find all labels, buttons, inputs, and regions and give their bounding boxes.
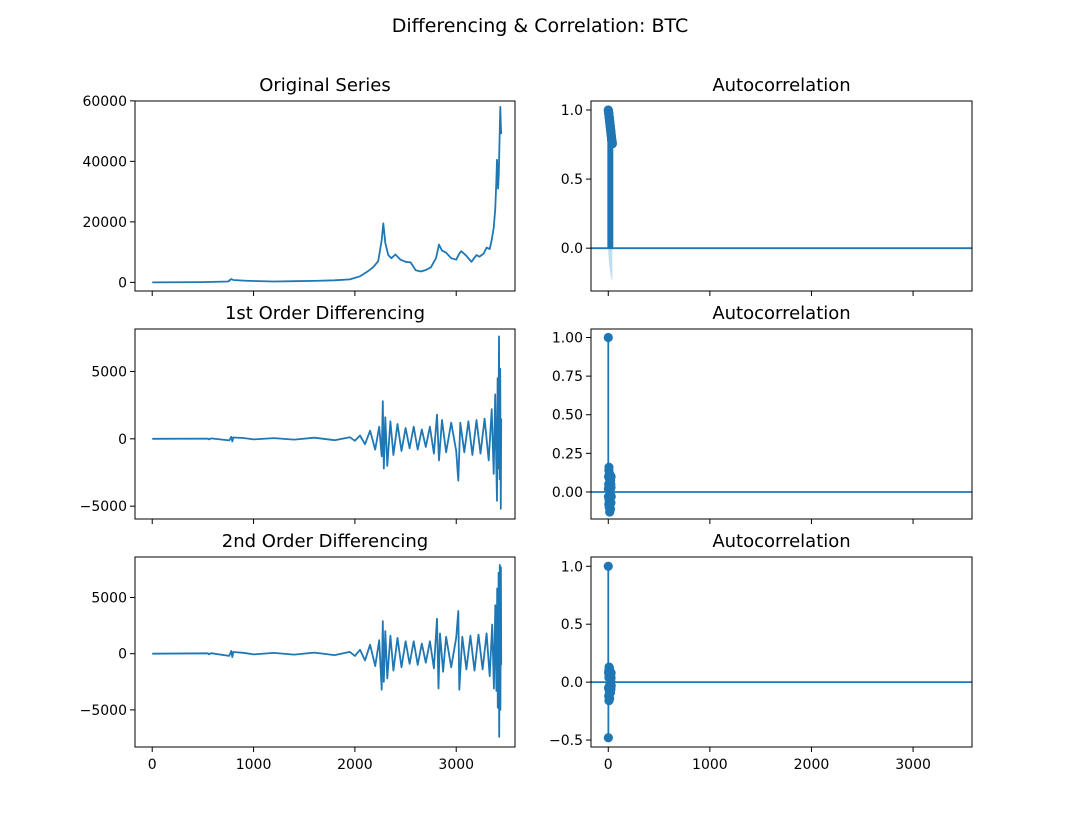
- subplot-title: Original Series: [259, 75, 391, 96]
- y-tick-label: 0.25: [552, 446, 583, 462]
- subplot-grid: Original Series0200004000060000Autocorre…: [80, 75, 973, 773]
- axes-frame: [134, 556, 516, 748]
- subplot-diff2: 2nd Order Differencing −5000 0 5000 0 1000 200…: [80, 531, 516, 773]
- y-tick-label: 0.5: [561, 617, 583, 633]
- y-tick-label: 1.0: [561, 103, 583, 119]
- x-tick-label: 3000: [895, 757, 931, 773]
- x-tick-label: 0: [604, 757, 613, 773]
- axes-frame: [134, 328, 516, 520]
- y-tick-label: −0.5: [549, 733, 583, 749]
- axes-frame: [590, 328, 973, 520]
- subplot-title: 2nd Order Differencing: [222, 531, 428, 552]
- acf-point: [607, 139, 617, 149]
- y-tick-label: 1.00: [552, 330, 583, 346]
- acf-point: [606, 492, 616, 502]
- y-tick-label: 60000: [82, 94, 127, 110]
- x-tick-label: 2000: [794, 757, 830, 773]
- plot-area: [152, 564, 503, 738]
- y-tick-label: 5000: [91, 590, 127, 606]
- subplot-orig: Original Series 0 20000 40000 60000: [82, 75, 516, 296]
- series-line: [152, 106, 503, 284]
- acf-point: [606, 482, 616, 492]
- subplot-diff1: 1st Order Differencing −5000 0 5000: [80, 303, 516, 524]
- acf-point: [606, 668, 616, 678]
- subplot-title: Autocorrelation: [712, 531, 850, 552]
- series-line: [152, 335, 503, 510]
- y-tick-label: 20000: [82, 215, 127, 231]
- y-tick-label: 1.0: [561, 559, 583, 575]
- x-tick-label: 3000: [438, 757, 474, 773]
- axes-frame: [590, 100, 973, 292]
- acf-point: [603, 332, 613, 343]
- series-line: [152, 564, 503, 738]
- y-tick-label: 0: [118, 432, 127, 448]
- y-tick-label: 0.0: [561, 675, 583, 691]
- plot-area: [591, 561, 972, 743]
- axes-frame: [134, 100, 516, 292]
- y-tick-label: 0.75: [552, 369, 583, 385]
- plot-area: [152, 335, 503, 510]
- x-tick-label: 1000: [236, 757, 272, 773]
- y-tick-label: 40000: [82, 154, 127, 170]
- subplot-acf_orig: Autocorrelation 0.0 0.5 1.0: [561, 75, 973, 296]
- y-tick-label: 0.5: [561, 172, 583, 188]
- y-tick-label: 0: [118, 647, 127, 663]
- figure-suptitle: Differencing & Correlation: BTC: [392, 15, 689, 37]
- x-tick-label: 2000: [337, 757, 373, 773]
- y-tick-label: 0: [118, 275, 127, 291]
- acf-point: [606, 471, 616, 482]
- acf-point: [603, 561, 613, 571]
- subplot-acf_diff2: Autocorrelation −0.5 0.0 0.5 1.0 0 1000 2000 300…: [549, 531, 973, 773]
- acf-point: [606, 680, 616, 691]
- subplot-title: Autocorrelation: [712, 75, 850, 96]
- subplot-title: Autocorrelation: [712, 303, 850, 324]
- y-tick-label: 0.0: [561, 241, 583, 257]
- plot-area: [152, 106, 503, 284]
- subplot-acf_diff1: Autocorrelation 0.00 0.25 0.50 0.75 1.00: [552, 303, 973, 524]
- y-tick-label: 0.50: [552, 408, 583, 424]
- y-tick-label: 5000: [91, 364, 127, 380]
- y-tick-label: −5000: [80, 499, 127, 515]
- subplot-title: 1st Order Differencing: [225, 303, 425, 324]
- x-tick-label: 1000: [692, 757, 728, 773]
- acf-point: [603, 733, 613, 743]
- plot-area: [591, 332, 972, 517]
- axes-frame: [590, 556, 973, 748]
- x-tick-label: 0: [148, 757, 157, 773]
- y-tick-label: −5000: [80, 703, 127, 719]
- y-tick-label: 0.00: [552, 485, 583, 501]
- plot-area: [591, 105, 972, 282]
